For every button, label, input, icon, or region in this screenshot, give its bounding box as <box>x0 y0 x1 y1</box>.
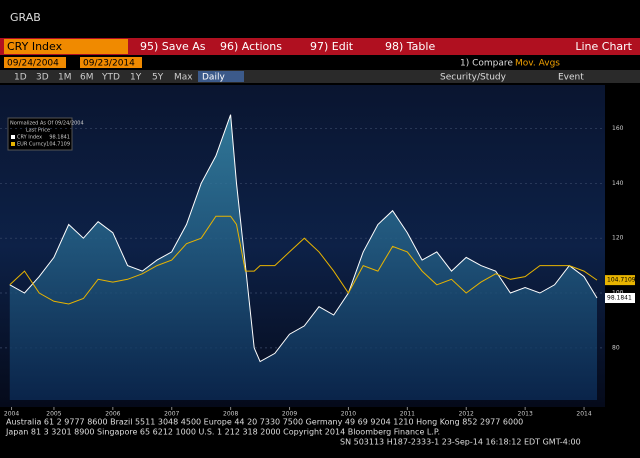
x-tick-label: 2013 <box>518 411 533 418</box>
x-tick-label: 2011 <box>400 411 415 418</box>
series-line <box>9 215 598 305</box>
last-price-tag <box>605 293 635 304</box>
x-tick-label: 2004 <box>4 411 19 418</box>
event[interactable]: Event <box>558 73 584 83</box>
x-tick-label: 2006 <box>105 411 120 418</box>
period-button[interactable]: 1Y <box>130 73 142 83</box>
menu-item[interactable]: 97) Edit <box>310 40 354 53</box>
legend-entry: CRY Index <box>17 135 42 141</box>
last-price-label: 104.7109 <box>607 277 636 284</box>
ticker: CRY Index <box>7 40 63 53</box>
legend-subtitle: Last Price <box>26 128 50 134</box>
date-box[interactable] <box>4 57 66 68</box>
period-button[interactable]: 6M <box>80 73 94 83</box>
toolbar <box>0 70 640 83</box>
window-title: GRAB <box>10 11 41 24</box>
x-tick-label: 2009 <box>282 411 297 418</box>
end-date: 09/23/2014 <box>83 59 135 69</box>
legend-box <box>7 117 73 151</box>
series-line <box>9 114 598 363</box>
frequency: Daily <box>202 73 225 83</box>
mov-avgs[interactable]: Mov. Avgs <box>515 59 560 69</box>
x-tick-label: 2010 <box>341 411 356 418</box>
compare[interactable]: 1) Compare <box>460 59 513 69</box>
frequency-box[interactable] <box>198 71 244 82</box>
period-button[interactable]: YTD <box>101 73 120 83</box>
menu-item[interactable]: 98) Table <box>385 40 435 53</box>
legend-value: 104.7109 <box>46 142 70 148</box>
period-button[interactable]: 3D <box>36 73 49 83</box>
study[interactable]: Security/Study <box>440 73 507 83</box>
x-tick-label: 2007 <box>164 411 179 418</box>
start-date: 09/24/2004 <box>7 59 59 69</box>
legend-value: 98.1841 <box>49 135 70 141</box>
y-tick-label: 80 <box>612 344 620 351</box>
view-name: Line Chart <box>575 40 632 53</box>
legend-entry: EUR Curncy <box>17 142 46 148</box>
y-tick-label: 160 <box>612 125 624 132</box>
x-tick-label: 2005 <box>46 411 61 418</box>
legend-swatch <box>11 135 15 139</box>
date-box[interactable] <box>80 57 142 68</box>
y-tick-label: 120 <box>612 235 624 242</box>
legend-swatch <box>11 142 15 146</box>
menu-item[interactable]: 96) Actions <box>220 40 282 53</box>
menu-bar <box>0 38 640 55</box>
period-button[interactable]: 5Y <box>152 73 164 83</box>
y-tick-label: 140 <box>612 180 624 187</box>
menu-item[interactable]: 95) Save As <box>140 40 206 53</box>
x-tick-label: 2014 <box>576 411 591 418</box>
period-button[interactable]: Max <box>174 73 193 83</box>
footer-line: Japan 81 3 3201 8900 Singapore 65 6212 1… <box>5 428 440 437</box>
area <box>9 114 597 400</box>
last-price-label: 98.1841 <box>607 295 632 302</box>
period-button[interactable]: 1M <box>58 73 72 83</box>
footer-line: Australia 61 2 9777 8600 Brazil 5511 304… <box>6 418 523 427</box>
footer-line: SN 503113 H187-2333-1 23-Sep-14 16:18:12… <box>340 438 581 447</box>
last-price-tag <box>605 275 635 286</box>
legend-title: Normalized As Of 09/24/2004 <box>10 121 84 127</box>
x-tick-label: 2008 <box>223 411 238 418</box>
x-tick-label: 2012 <box>459 411 474 418</box>
period-button[interactable]: 1D <box>14 73 27 83</box>
ticker-box[interactable] <box>4 39 128 54</box>
